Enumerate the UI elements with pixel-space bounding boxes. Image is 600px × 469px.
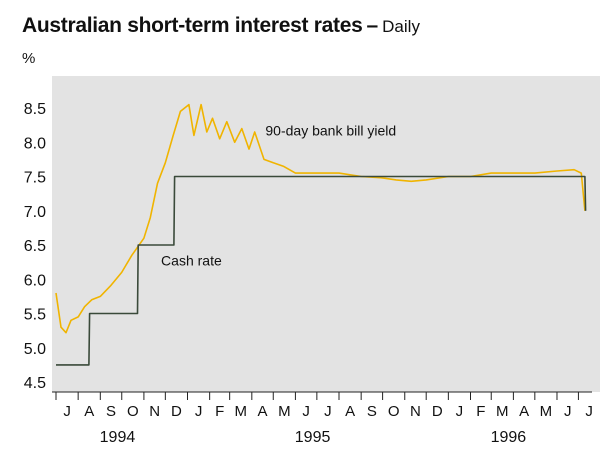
- annotation-cash-rate: Cash rate: [161, 253, 222, 269]
- x-tick-label: A: [519, 403, 529, 420]
- y-tick-label: 8.0: [24, 135, 46, 152]
- plot-background: [52, 76, 600, 392]
- x-tick-label: A: [345, 403, 355, 420]
- x-year-label: 1996: [491, 429, 527, 446]
- x-tick-label: D: [432, 403, 443, 420]
- y-tick-label: 5.5: [24, 307, 46, 324]
- y-tick-label: 4.5: [24, 375, 46, 392]
- title-separator: –: [366, 14, 379, 37]
- y-tick-label: 6.5: [24, 238, 46, 255]
- x-tick-label: M: [234, 403, 247, 420]
- x-tick-label: A: [258, 403, 268, 420]
- x-year-label: 1994: [100, 429, 136, 446]
- x-tick-label: S: [367, 403, 377, 420]
- x-tick-label: M: [496, 403, 509, 420]
- x-tick-label: N: [410, 403, 421, 420]
- y-tick-label: 6.0: [24, 272, 46, 289]
- x-tick-label: F: [215, 403, 224, 420]
- y-tick-label: 8.5: [24, 101, 46, 118]
- x-tick-label: S: [106, 403, 116, 420]
- x-tick-label: J: [585, 403, 593, 420]
- x-tick-label: J: [302, 403, 310, 420]
- x-tick-label: A: [84, 403, 94, 420]
- title-row: Australian short-term interest rates – Dai…: [22, 14, 420, 38]
- y-tick-label: 7.5: [24, 170, 46, 187]
- x-year-label: 1995: [295, 429, 331, 446]
- series-line-cash-rate: [56, 175, 587, 366]
- x-tick-label: J: [63, 403, 71, 420]
- x-tick-label: J: [324, 403, 332, 420]
- chart-subtitle: Daily: [382, 17, 420, 36]
- chart-title: Australian short-term interest rates: [22, 14, 363, 37]
- y-tick-label: 7.0: [24, 204, 46, 221]
- x-tick-label: D: [171, 403, 182, 420]
- annotation-bank-bill: 90-day bank bill yield: [265, 122, 396, 138]
- x-tick-label: J: [564, 403, 572, 420]
- x-tick-label: M: [540, 403, 553, 420]
- x-tick-label: J: [456, 403, 464, 420]
- y-tick-label: 5.0: [24, 341, 46, 358]
- x-tick-label: F: [476, 403, 485, 420]
- x-tick-label: N: [149, 403, 160, 420]
- x-tick-label: J: [195, 403, 203, 420]
- x-tick-label: O: [388, 403, 400, 420]
- x-tick-label: M: [278, 403, 291, 420]
- y-axis-unit: %: [22, 50, 36, 67]
- x-tick-label: O: [127, 403, 139, 420]
